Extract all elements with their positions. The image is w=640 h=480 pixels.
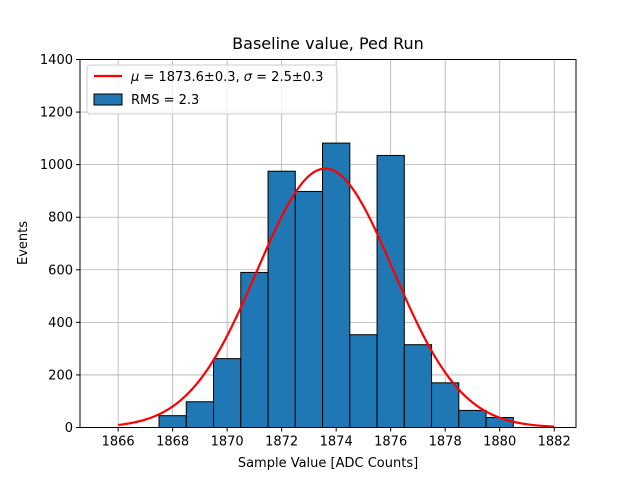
histogram-bar xyxy=(431,382,460,429)
x-axis-label: Sample Value [ADC Counts] xyxy=(238,456,418,471)
legend-hist-label: RMS = 2.3 xyxy=(131,93,199,108)
x-tick-label: 1872 xyxy=(265,435,298,450)
histogram-bar xyxy=(158,415,187,428)
legend: μ = 1873.6±0.3, σ = 2.5±0.3 RMS = 2.3 xyxy=(86,64,338,115)
x-tick-label: 1866 xyxy=(102,435,135,450)
x-axis-ticks: 1866 1868 1870 1872 1874 1876 1878 1880 1882 xyxy=(102,427,571,450)
y-tick-label: 1000 xyxy=(40,158,73,173)
x-tick-label: 1868 xyxy=(156,435,189,450)
y-axis-ticks: 0 200 400 600 800 1000 1200 1400 xyxy=(40,53,80,436)
legend-fit-label: μ = 1873.6±0.3, σ = 2.5±0.3 xyxy=(130,70,323,85)
histogram-bar xyxy=(458,409,487,428)
y-tick-label: 600 xyxy=(48,263,73,278)
histogram-bar xyxy=(240,271,269,428)
y-tick-label: 0 xyxy=(65,421,73,436)
histogram-bar xyxy=(349,334,378,428)
y-tick-label: 400 xyxy=(48,316,73,331)
histogram-bar xyxy=(322,142,351,429)
histogram-bar xyxy=(294,190,324,428)
histogram-bar xyxy=(213,358,242,429)
x-tick-label: 1880 xyxy=(483,435,516,450)
x-tick-label: 1878 xyxy=(429,435,462,450)
legend-sigma-value: = 2.5±0.3 xyxy=(252,70,323,85)
histogram-bar xyxy=(185,401,215,428)
histogram-bar xyxy=(485,417,514,428)
y-tick-label: 1200 xyxy=(40,106,73,121)
legend-hist-swatch xyxy=(93,93,123,106)
y-axis-label: Events xyxy=(16,221,31,265)
legend-box xyxy=(86,64,338,115)
y-tick-label: 200 xyxy=(48,368,73,383)
gaussian-fit-curve xyxy=(118,167,555,428)
legend-mu-symbol: μ xyxy=(130,70,139,85)
plot-frame xyxy=(79,59,577,428)
y-tick-label: 1400 xyxy=(40,53,73,68)
chart-title: Baseline value, Ped Run xyxy=(232,34,424,53)
x-tick-label: 1882 xyxy=(538,435,571,450)
x-tick-label: 1876 xyxy=(374,435,407,450)
histogram-bar xyxy=(376,154,405,428)
histogram-bar xyxy=(403,344,433,429)
x-tick-label: 1874 xyxy=(320,435,353,450)
legend-mu-value: = 1873.6±0.3, xyxy=(139,70,243,85)
y-tick-label: 800 xyxy=(48,211,73,226)
x-tick-label: 1870 xyxy=(211,435,244,450)
legend-sigma-symbol: σ xyxy=(244,70,253,85)
histogram-bar xyxy=(267,170,296,428)
